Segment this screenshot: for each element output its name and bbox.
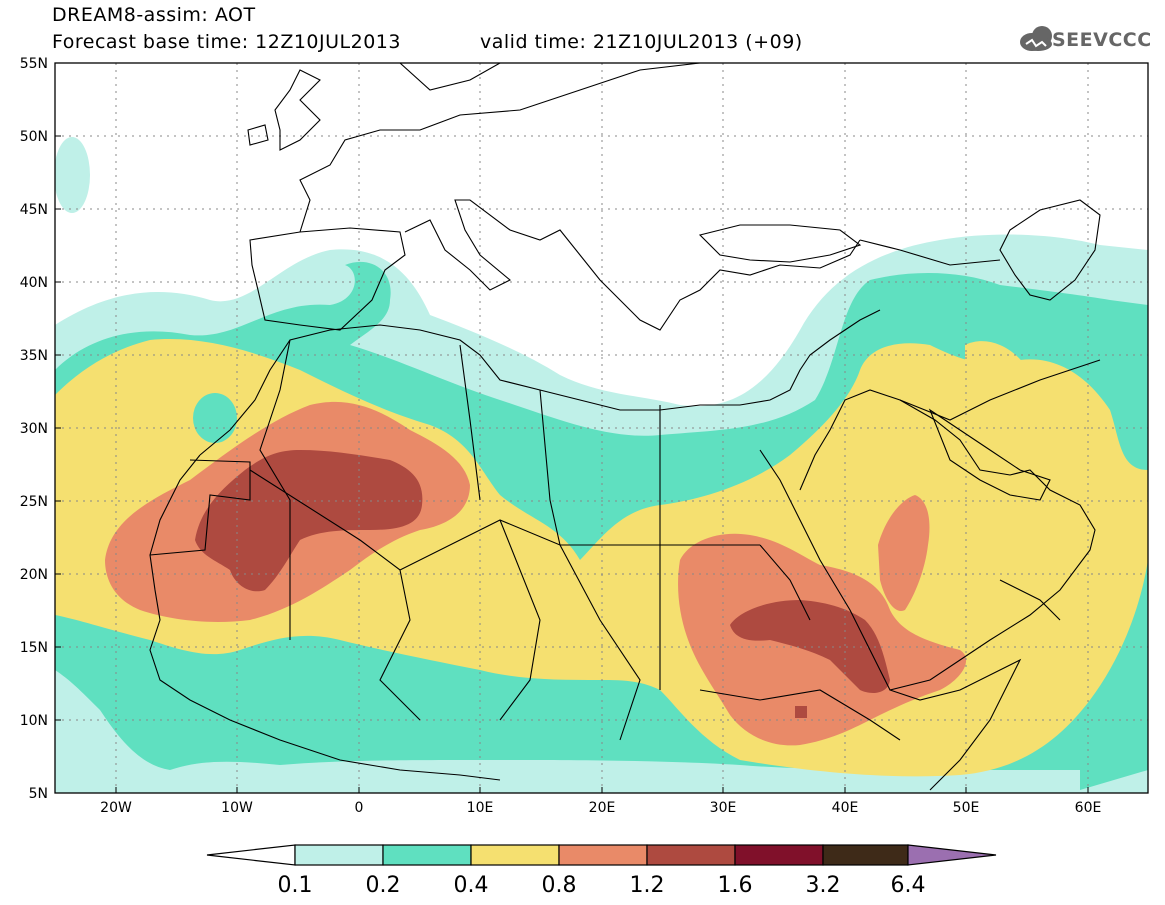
lat-label-15n: 15N [20,640,48,656]
lat-label-5n: 5N [29,786,48,802]
lat-label-25n: 25N [20,494,48,510]
lat-label-35n: 35N [20,348,48,364]
lon-label-10w: 10W [221,800,253,816]
colorbar-below-triangle [206,844,296,866]
lat-label-30n: 30N [20,421,48,437]
aot-contour-1.2-east [730,600,890,693]
colorbar-swatch-2 [382,844,472,866]
colorbar-above-triangle [907,844,997,866]
lat-label-40n: 40N [20,275,48,291]
colorbar-label-0.8: 0.8 [542,873,577,898]
lon-label-10e: 10E [467,800,494,816]
aot-contour-1.2-west [195,450,423,592]
lat-label-50n: 50N [20,129,48,145]
colorbar-label-0.1: 0.1 [278,873,313,898]
logo-text: SEEVCCC [1052,29,1152,51]
aot-patch-morocco [193,393,237,443]
lat-label-55n: 55N [20,56,48,72]
lat-label-10n: 10N [20,713,48,729]
lon-label-20w: 20W [100,800,132,816]
colorbar-labels: 0.1 0.2 0.4 0.8 1.2 1.6 3.2 6.4 [278,873,926,898]
latitude-labels: 55N 50N 45N 40N 35N 30N 25N 20N 15N 10N … [20,56,48,802]
lon-label-40e: 40E [832,800,859,816]
colorbar-label-6.4: 6.4 [891,873,926,898]
aot-patch-atlantic [55,137,90,213]
colorbar [206,844,997,866]
valid-time: valid time: 21Z10JUL2013 (+09) [480,31,803,53]
lon-label-20e: 20E [589,800,616,816]
colorbar-label-0.2: 0.2 [366,873,401,898]
cloud-icon [1020,26,1052,51]
lat-label-20n: 20N [20,567,48,583]
lon-label-50e: 50E [953,800,980,816]
aot-contour-0.4-persia [965,341,1030,396]
colorbar-label-3.2: 3.2 [806,873,841,898]
lon-label-60e: 60E [1075,800,1102,816]
colorbar-swatch-4 [558,844,648,866]
forecast-base-time: Forecast base time: 12Z10JUL2013 [52,31,401,53]
colorbar-label-1.2: 1.2 [630,873,665,898]
lon-label-30e: 30E [710,800,737,816]
seevccc-logo [1020,26,1052,51]
colorbar-swatch-1 [294,844,384,866]
colorbar-swatch-6 [734,844,824,866]
map-title: DREAM8-assim: AOT [52,4,256,26]
aot-field [55,63,1148,793]
colorbar-swatch-3 [470,844,560,866]
colorbar-label-0.4: 0.4 [454,873,489,898]
aot-contour-0.8-arabia [878,495,930,611]
tick-marks [55,62,1089,793]
colorbar-label-1.6: 1.6 [718,873,753,898]
lon-label-0: 0 [355,800,364,816]
graticule [55,63,1148,793]
colorbar-swatch-7 [822,844,909,866]
lat-label-45n: 45N [20,202,48,218]
longitude-labels: 20W 10W 0 10E 20E 30E 40E 50E 60E [100,800,1101,816]
coastlines [149,63,1101,791]
aot-patch-sudan [795,706,807,718]
colorbar-swatch-5 [646,844,736,866]
